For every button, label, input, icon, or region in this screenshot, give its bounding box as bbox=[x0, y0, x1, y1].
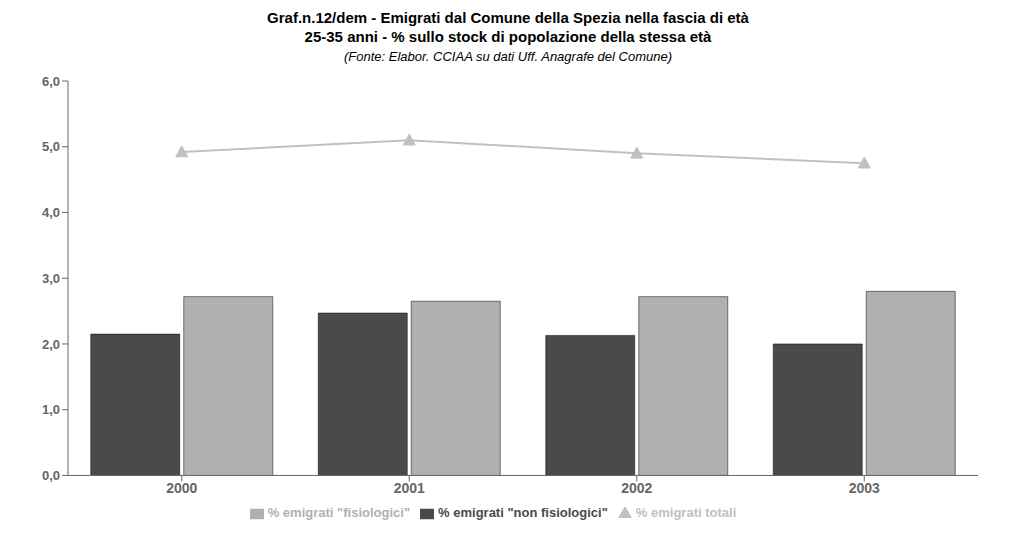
svg-text:2001: 2001 bbox=[394, 480, 425, 496]
html-text:% emigrati totali: % emigrati totali bbox=[635, 505, 737, 521]
html-text:Graf.n.12/dem - Emigrati dal C: Graf.n.12/dem - Emigrati dal Comune dell… bbox=[267, 9, 749, 26]
html-text:% emigrati "fisiologici": % emigrati "fisiologici" bbox=[267, 505, 411, 521]
svg-text:5,0: 5,0 bbox=[42, 139, 60, 154]
html-text:25-35 anni - % sullo stock di: 25-35 anni - % sullo stock di popolazion… bbox=[304, 28, 712, 45]
html-text:% emigrati "non fisiologici": % emigrati "non fisiologici" bbox=[438, 505, 608, 521]
svg-text:4,0: 4,0 bbox=[42, 205, 60, 220]
svg-text:2003: 2003 bbox=[849, 480, 880, 496]
svg-text:6,0: 6,0 bbox=[42, 74, 60, 89]
svg-text:2,0: 2,0 bbox=[42, 337, 60, 352]
html-text:(Fonte: Elabor. CCIAA su dati: (Fonte: Elabor. CCIAA su dati Uff. Anagr… bbox=[344, 49, 672, 64]
svg-text:2000: 2000 bbox=[166, 480, 197, 496]
svg-text:1,0: 1,0 bbox=[42, 402, 60, 417]
svg-text:2002: 2002 bbox=[621, 480, 652, 496]
svg-text:3,0: 3,0 bbox=[42, 271, 60, 286]
svg-text:0,0: 0,0 bbox=[42, 468, 60, 483]
